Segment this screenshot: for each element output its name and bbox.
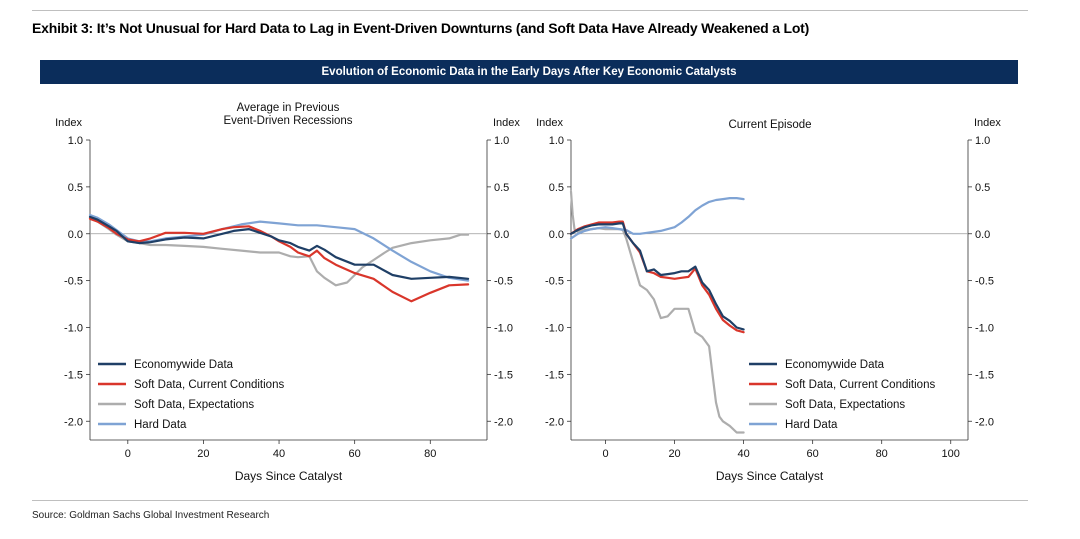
y-tick-label-right: -0.5 bbox=[494, 276, 513, 288]
y-tick-label-right: 0.5 bbox=[494, 182, 509, 194]
top-rule bbox=[32, 10, 1028, 11]
y-tick-label-right: 0.0 bbox=[975, 229, 990, 241]
series-line-soft-data-expectations bbox=[88, 216, 470, 287]
x-tick-label: 40 bbox=[737, 448, 749, 460]
y-axis-label-right: Index bbox=[974, 117, 1001, 129]
y-tick-label-left: -2.0 bbox=[545, 416, 564, 428]
exhibit-title: Exhibit 3: It’s Not Unusual for Hard Dat… bbox=[32, 20, 810, 36]
y-tick-label-right: -1.0 bbox=[975, 323, 994, 335]
x-tick-label: 60 bbox=[807, 448, 819, 460]
banner-title: Evolution of Economic Data in the Early … bbox=[40, 60, 1018, 84]
y-tick-label-left: 0.0 bbox=[549, 229, 564, 241]
y-tick-label-left: -2.0 bbox=[64, 416, 83, 428]
series-line-economywide-data bbox=[569, 222, 745, 331]
y-tick-label-right: -2.0 bbox=[975, 416, 994, 428]
x-tick-label: 0 bbox=[602, 448, 608, 460]
y-tick-label-left: 0.5 bbox=[68, 182, 83, 194]
chart-title-line: Average in Previous bbox=[237, 102, 340, 114]
y-tick-label-left: -1.5 bbox=[64, 369, 83, 381]
y-tick-label-right: -0.5 bbox=[975, 276, 994, 288]
y-tick-label-left: -0.5 bbox=[64, 276, 83, 288]
x-tick-label: 100 bbox=[942, 448, 960, 460]
y-tick-label-left: -0.5 bbox=[545, 276, 564, 288]
x-tick-label: 0 bbox=[125, 448, 131, 460]
series-line-hard-data bbox=[569, 197, 745, 240]
series-line-soft-data-current-conditions bbox=[569, 220, 745, 334]
y-tick-label-left: 0.0 bbox=[68, 229, 83, 241]
legend-entry: Soft Data, Expectations bbox=[785, 399, 905, 411]
legend-entry: Economywide Data bbox=[785, 359, 885, 371]
y-tick-label-left: 1.0 bbox=[549, 135, 564, 147]
chart-title-line: Current Episode bbox=[728, 119, 811, 131]
source-note: Source: Goldman Sachs Global Investment … bbox=[32, 510, 270, 521]
y-tick-label-right: 1.0 bbox=[975, 135, 990, 147]
x-axis-label: Days Since Catalyst bbox=[235, 469, 343, 483]
x-tick-label: 40 bbox=[273, 448, 285, 460]
y-tick-label-right: 0.5 bbox=[975, 182, 990, 194]
y-tick-label-left: 0.5 bbox=[549, 182, 564, 194]
x-tick-label: 60 bbox=[349, 448, 361, 460]
legend-entry: Economywide Data bbox=[134, 359, 234, 371]
chart-panel-2: 1.0 1.0 0.5 0.5 0.0 0.0 -0.5 -0.5 -1.0 -1.0 -1.5 -1… bbox=[536, 117, 1001, 483]
legend-entry: Hard Data bbox=[134, 419, 187, 431]
y-tick-label-right: -1.5 bbox=[975, 369, 994, 381]
x-tick-label: 80 bbox=[424, 448, 436, 460]
series-line-economywide-data bbox=[88, 215, 470, 280]
legend-entry: Soft Data, Expectations bbox=[134, 399, 254, 411]
x-tick-label: 20 bbox=[197, 448, 209, 460]
y-tick-label-right: -1.5 bbox=[494, 369, 513, 381]
chart-title-line: Event-Driven Recessions bbox=[223, 115, 352, 127]
legend-entry: Soft Data, Current Conditions bbox=[785, 379, 935, 391]
y-tick-label-left: 1.0 bbox=[68, 135, 83, 147]
x-tick-label: 80 bbox=[876, 448, 888, 460]
y-axis-label-right: Index bbox=[493, 117, 520, 129]
y-axis-label-left: Index bbox=[55, 117, 82, 129]
legend-entry: Hard Data bbox=[785, 419, 838, 431]
x-tick-label: 20 bbox=[668, 448, 680, 460]
y-tick-label-right: 1.0 bbox=[494, 135, 509, 147]
y-tick-label-left: -1.5 bbox=[545, 369, 564, 381]
y-tick-label-left: -1.0 bbox=[545, 323, 564, 335]
series-line-soft-data-current-conditions bbox=[88, 217, 470, 303]
bottom-rule bbox=[32, 500, 1028, 501]
legend-entry: Soft Data, Current Conditions bbox=[134, 379, 284, 391]
series-line-hard-data bbox=[88, 213, 470, 282]
y-tick-label-right: 0.0 bbox=[494, 229, 509, 241]
y-tick-label-right: -2.0 bbox=[494, 416, 513, 428]
y-tick-label-right: -1.0 bbox=[494, 323, 513, 335]
y-tick-label-left: -1.0 bbox=[64, 323, 83, 335]
x-axis-label: Days Since Catalyst bbox=[716, 469, 824, 483]
y-axis-label-left: Index bbox=[536, 117, 563, 129]
chart-panel-1: 1.0 1.0 0.5 0.5 0.0 0.0 -0.5 -0.5 -1.0 -1.0 -1.5 -1… bbox=[55, 102, 520, 483]
